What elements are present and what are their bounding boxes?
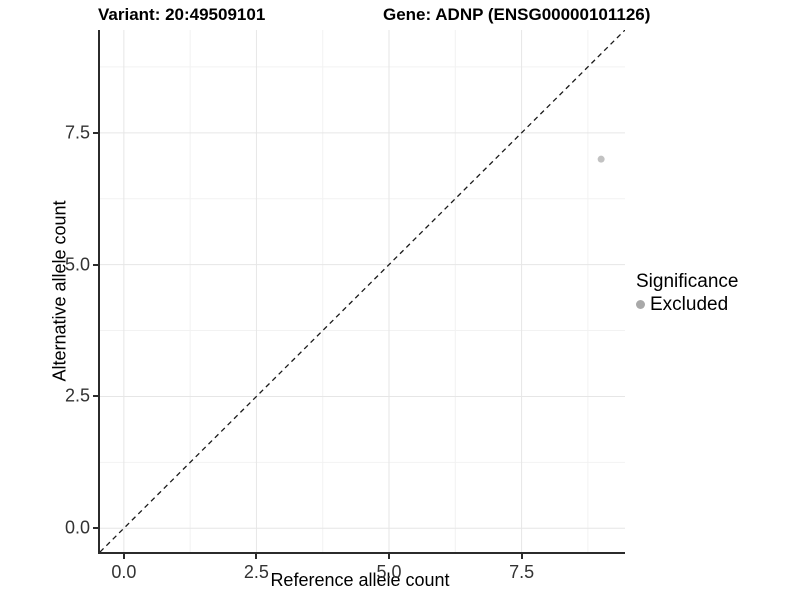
x-tick-mark xyxy=(122,554,125,559)
y-tick-label: 5.0 xyxy=(64,254,90,275)
excluded-dot-icon xyxy=(636,300,645,309)
legend-item-excluded: Excluded xyxy=(636,293,738,316)
x-tick-label: 2.5 xyxy=(243,562,269,582)
y-axis-title: Alternative allele count xyxy=(49,200,70,382)
data-point xyxy=(597,155,605,163)
legend-title: Significance xyxy=(636,271,739,292)
y-tick-mark xyxy=(93,527,98,530)
x-tick-mark xyxy=(255,554,258,559)
y-tick-label: 0.0 xyxy=(64,517,90,538)
legend: Significance Excluded xyxy=(636,270,738,316)
y-tick-mark xyxy=(93,395,98,398)
gene-title: Gene: ADNP (ENSG00000101126) xyxy=(383,5,651,24)
x-tick-label: 0.0 xyxy=(111,562,137,582)
y-tick-mark xyxy=(93,263,98,266)
x-tick-mark xyxy=(520,554,523,559)
legend-item-label: Excluded xyxy=(650,294,729,315)
x-axis-title: Reference allele count xyxy=(270,570,450,590)
y-tick-label: 2.5 xyxy=(64,385,90,406)
plot-panel xyxy=(98,30,625,554)
identity-dashed-line xyxy=(100,30,625,552)
variant-title: Variant: 20:49509101 xyxy=(98,5,266,24)
x-tick-label: 5.0 xyxy=(376,562,402,582)
y-tick-label: 7.5 xyxy=(64,122,90,143)
plot-area xyxy=(100,30,625,552)
x-tick-mark xyxy=(388,554,390,559)
y-tick-mark xyxy=(93,131,98,134)
x-tick-label: 7.5 xyxy=(509,562,535,582)
